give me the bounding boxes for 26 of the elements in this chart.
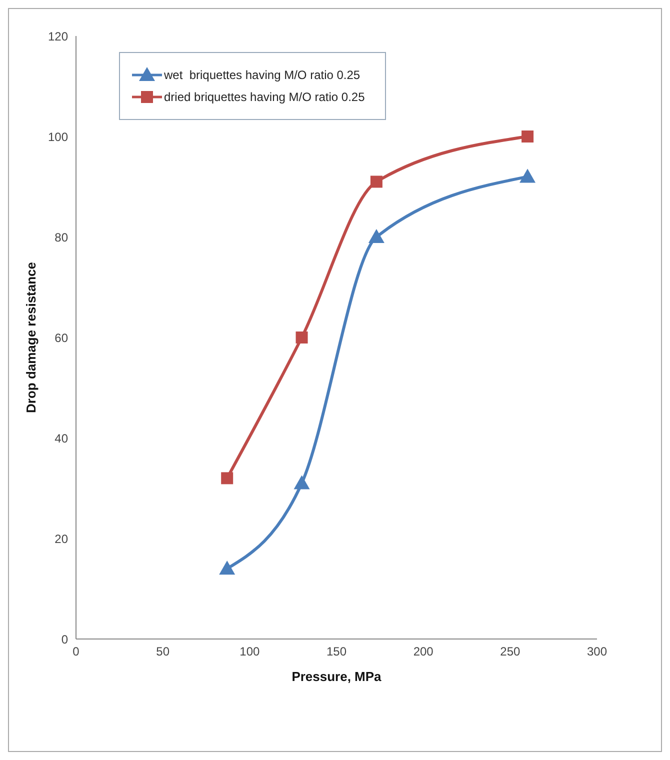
legend-label: dried briquettes having M/O ratio 0.25 xyxy=(164,90,365,104)
point xyxy=(294,475,310,490)
x-tick-label: 200 xyxy=(413,644,434,659)
y-tick-label: 120 xyxy=(48,29,68,44)
point xyxy=(221,472,234,484)
point xyxy=(219,560,236,575)
x-tick-label: 150 xyxy=(326,644,347,659)
point xyxy=(296,332,308,344)
y-tick-label: 60 xyxy=(54,330,68,345)
x-tick-label: 0 xyxy=(72,644,80,659)
legend-label: wet briquettes having M/O ratio 0.25 xyxy=(164,68,360,82)
point xyxy=(520,168,536,183)
y-tick-label: 0 xyxy=(61,632,68,646)
x-tick-label: 250 xyxy=(500,644,520,659)
y-axis-title: Drop damage resistance xyxy=(24,262,39,414)
y-tick-label: 40 xyxy=(54,431,68,446)
x-axis-title: Pressure, MPa xyxy=(292,669,382,684)
x-tick-label: 300 xyxy=(586,644,608,659)
point xyxy=(368,229,384,243)
x-tick-label: 50 xyxy=(156,644,170,659)
point xyxy=(522,130,534,142)
y-tick-label: 80 xyxy=(54,230,68,244)
x-tick-label: 100 xyxy=(240,644,260,659)
y-tick-label: 20 xyxy=(54,532,68,546)
y-tick-label: 100 xyxy=(48,130,68,144)
point xyxy=(370,176,382,188)
